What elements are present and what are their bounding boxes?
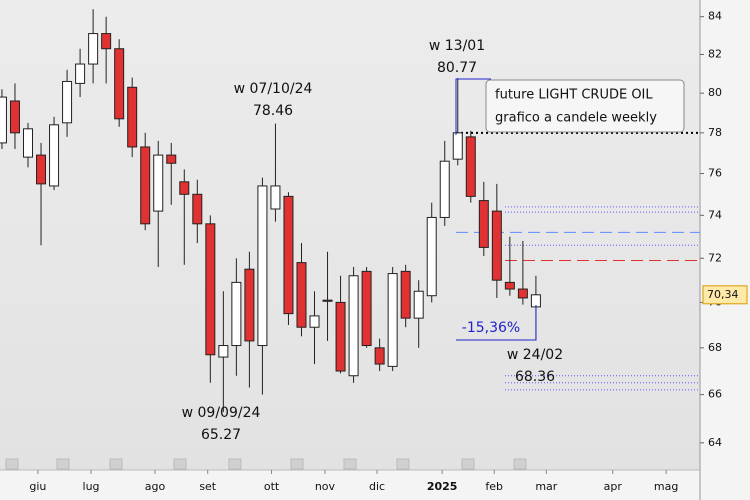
candle-body bbox=[192, 193, 203, 225]
bracket bbox=[456, 305, 537, 341]
annotation-value: 80.77 bbox=[437, 60, 477, 76]
event-icon bbox=[5, 458, 19, 470]
candle-body bbox=[322, 299, 333, 302]
candle-body bbox=[88, 33, 99, 65]
candle-body bbox=[439, 160, 450, 218]
x-tick-label: giu bbox=[29, 480, 46, 493]
candle-body bbox=[387, 273, 398, 367]
candle-body bbox=[465, 136, 476, 197]
x-tick-label: apr bbox=[604, 480, 623, 493]
candle-body bbox=[504, 281, 515, 290]
annotation-value: 65.27 bbox=[201, 427, 241, 443]
candle-body bbox=[127, 86, 138, 148]
candle-body bbox=[114, 48, 125, 120]
candle-body bbox=[101, 33, 112, 50]
last-price-box bbox=[702, 285, 748, 305]
y-tick-label: 84 bbox=[708, 10, 722, 23]
candle-body bbox=[179, 181, 190, 195]
annotation-value: 78.46 bbox=[253, 103, 293, 119]
candle-body bbox=[257, 185, 268, 347]
x-tick-label: feb bbox=[485, 480, 503, 493]
candle-body bbox=[270, 185, 281, 210]
y-tick-label: 66 bbox=[708, 388, 722, 401]
event-icon bbox=[228, 458, 242, 470]
annotation-label: w 24/02 bbox=[507, 347, 563, 363]
plot-area bbox=[0, 0, 700, 470]
last-price-label: 70,34 bbox=[707, 288, 739, 301]
candle-body bbox=[166, 154, 177, 164]
x-tick-label: nov bbox=[315, 480, 336, 493]
x-tick-label: set bbox=[199, 480, 216, 493]
y-tick-label: 76 bbox=[708, 167, 722, 180]
candle-body bbox=[205, 223, 216, 356]
candles bbox=[0, 9, 541, 413]
event-icon bbox=[109, 458, 123, 470]
candle-body bbox=[478, 200, 489, 248]
candle-body bbox=[218, 345, 229, 358]
x-tick-label: mar bbox=[535, 480, 557, 493]
y-tick-label: 68 bbox=[708, 341, 722, 354]
candle-body bbox=[231, 281, 242, 347]
candle-body bbox=[400, 270, 411, 319]
candle-body bbox=[491, 210, 502, 281]
candle-body bbox=[296, 262, 307, 328]
candle-body bbox=[517, 288, 528, 299]
candle-body bbox=[140, 146, 151, 225]
x-tick-label: ott bbox=[264, 480, 280, 493]
annotation-label: w 13/01 bbox=[429, 38, 485, 54]
y-tick-label: 64 bbox=[708, 436, 722, 449]
x-tick-label: mag bbox=[654, 480, 678, 493]
x-tick-label: ago bbox=[145, 480, 166, 493]
candle-body bbox=[348, 275, 359, 377]
x-tick-label: dic bbox=[369, 480, 385, 493]
candle-body bbox=[452, 132, 463, 160]
change-label: -15,36% bbox=[462, 320, 520, 336]
event-icon bbox=[461, 458, 475, 470]
y-tick-label: 80 bbox=[708, 86, 722, 99]
candle-body bbox=[9, 100, 20, 134]
candle-body bbox=[0, 96, 7, 144]
candle-body bbox=[361, 270, 372, 347]
candle-body bbox=[426, 216, 437, 297]
event-icon bbox=[56, 458, 70, 470]
y-tick-label: 78 bbox=[708, 126, 722, 139]
legend-text: grafico a candele weekly bbox=[495, 111, 657, 126]
annotation-label: w 07/10/24 bbox=[234, 81, 313, 97]
event-icon bbox=[173, 458, 187, 470]
event-icon bbox=[396, 458, 410, 470]
annotation-value: 68.36 bbox=[515, 369, 555, 385]
legend-box bbox=[485, 79, 685, 133]
candle-body bbox=[244, 268, 255, 342]
bracket bbox=[455, 78, 491, 135]
x-tick-label: lug bbox=[83, 480, 100, 493]
y-tick-label: 82 bbox=[708, 47, 722, 60]
candle-body bbox=[49, 124, 60, 187]
candle-body bbox=[62, 80, 73, 124]
legend-text: future LIGHT CRUDE OIL bbox=[495, 88, 653, 103]
annotation-label: w 09/09/24 bbox=[182, 405, 261, 421]
event-icon bbox=[513, 458, 527, 470]
event-icon bbox=[290, 458, 304, 470]
candle-body bbox=[75, 63, 86, 84]
candle-body bbox=[153, 154, 164, 212]
candle-body bbox=[309, 315, 320, 328]
candle-body bbox=[23, 128, 33, 158]
candle-body bbox=[374, 347, 385, 365]
event-icon bbox=[343, 458, 357, 470]
candle-body bbox=[413, 290, 424, 319]
y-tick-label: 74 bbox=[708, 208, 722, 221]
candle-body bbox=[283, 195, 294, 315]
y-tick-label: 72 bbox=[708, 251, 722, 264]
x-tick-label: 2025 bbox=[427, 480, 458, 493]
candle-body bbox=[335, 301, 346, 372]
candle-body bbox=[36, 154, 47, 185]
